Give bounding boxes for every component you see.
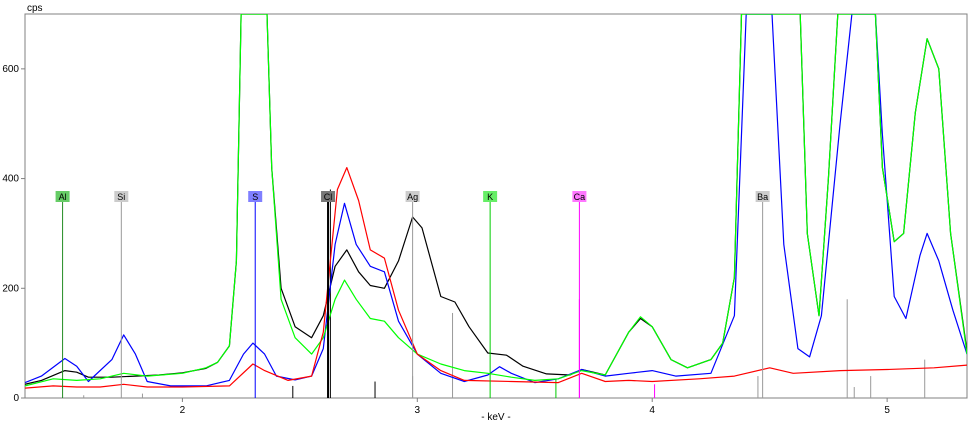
x-tick-label-3: 5: [884, 405, 890, 416]
y-tick-label-3: 600: [2, 64, 19, 75]
element-marker-ag-label: Ag: [407, 192, 418, 202]
axis-ticks: 2 3 4 5 0 200 400 600: [2, 64, 890, 416]
element-marker-k-box: [483, 191, 498, 202]
element-marker-ca-label: Ca: [574, 192, 586, 202]
element-marker-si-box: [114, 191, 129, 202]
element-marker-al-box: [55, 191, 70, 202]
series-lines: [25, 14, 967, 389]
minor-lines: [83, 189, 926, 398]
element-marker-al-label: Al: [59, 192, 67, 202]
y-tick-label-1: 200: [2, 283, 19, 294]
element-marker-si-label: Si: [117, 192, 125, 202]
x-tick-label-0: 2: [180, 405, 186, 416]
element-marker-ba-box: [755, 191, 770, 202]
x-tick-label-2: 4: [649, 405, 655, 416]
x-axis-label: - keV -: [481, 412, 510, 423]
series-line-blue: [25, 14, 967, 387]
element-marker-ca-box: [572, 191, 587, 202]
y-tick-label-2: 400: [2, 174, 19, 185]
element-markers: Al Si S Cl Ag K Ca Ba: [55, 191, 770, 398]
plot-frame: [24, 13, 968, 399]
element-marker-s-box: [248, 191, 263, 202]
element-marker-k-label: K: [487, 192, 493, 202]
element-marker-s-label: S: [252, 192, 258, 202]
y-tick-label-0: 0: [13, 393, 19, 404]
series-line-green: [25, 14, 967, 387]
y-axis-label: cps: [27, 3, 43, 14]
x-tick-label-1: 3: [415, 405, 421, 416]
element-marker-cl-box: [321, 191, 336, 202]
element-marker-cl-label: Cl: [324, 192, 333, 202]
element-marker-ba-label: Ba: [757, 192, 768, 202]
element-marker-ag-box: [405, 191, 420, 202]
series-line-red: [25, 167, 967, 389]
